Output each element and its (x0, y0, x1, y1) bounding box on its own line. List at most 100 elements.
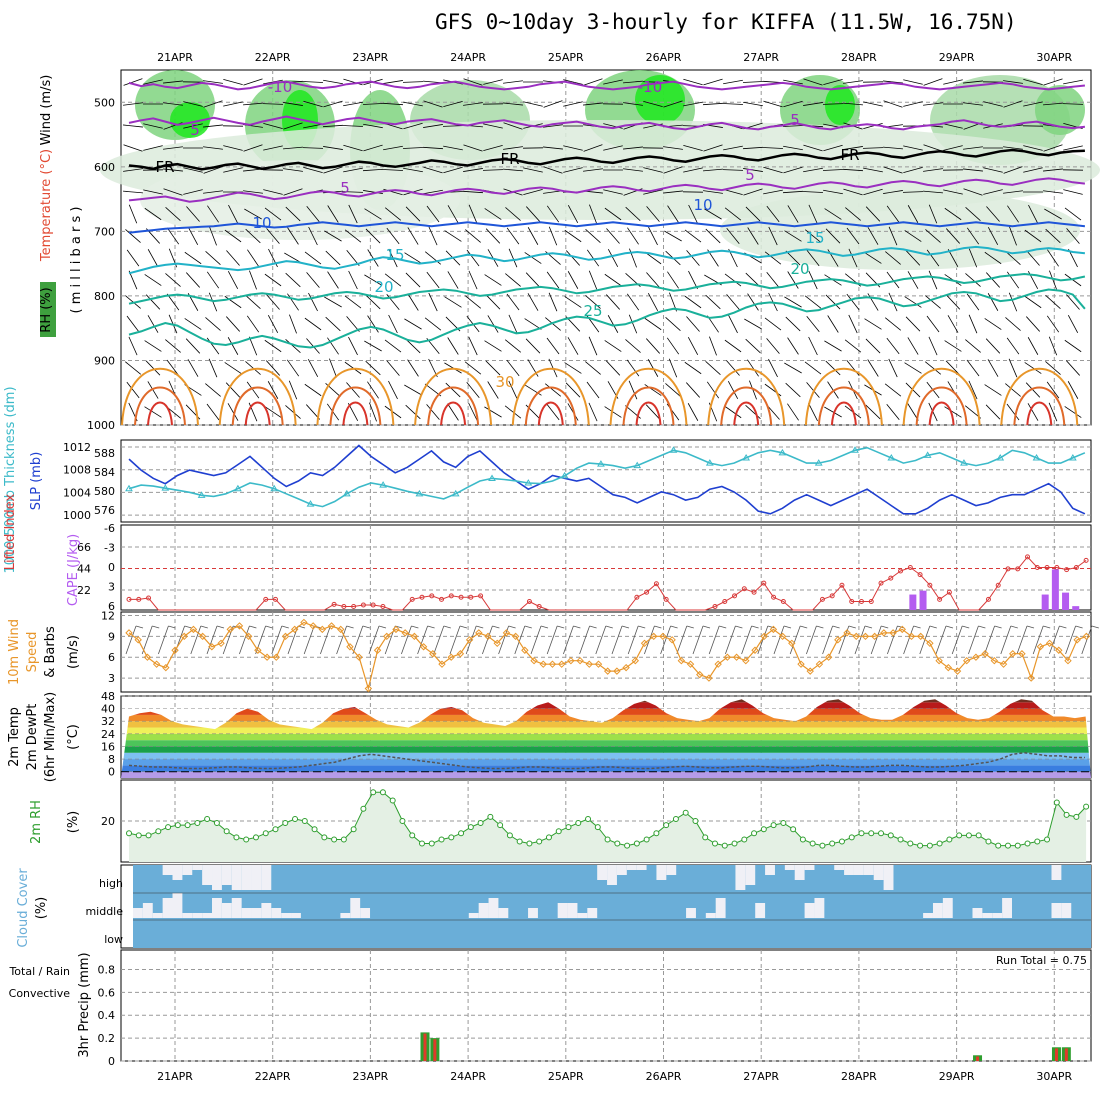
wind-barb (1027, 337, 1039, 355)
wind10-marker (208, 643, 216, 651)
rh-marker (428, 840, 435, 847)
wind10-marker (281, 632, 290, 641)
wind10-marker (843, 629, 851, 637)
wind-barb (322, 124, 344, 128)
slp-line (128, 444, 1086, 515)
temp-tick-label: 40 (101, 703, 115, 716)
lifted-index-marker (146, 595, 152, 601)
lifted-index-marker (712, 603, 718, 609)
wind-barb (443, 101, 463, 107)
wind-barb (742, 81, 764, 83)
cape-tick-label: 66 (77, 541, 91, 554)
rh-marker (790, 826, 797, 833)
wind-barb (249, 270, 257, 290)
wind-barb (166, 293, 180, 311)
wind-barb (763, 166, 783, 174)
wind-barb (863, 167, 883, 173)
rh-shade-region (720, 190, 1080, 270)
rh-marker (467, 824, 474, 831)
wind-barb (605, 360, 621, 376)
wind-barb (646, 206, 660, 222)
wind-barb (1003, 190, 1023, 194)
thickness-marker (488, 474, 496, 481)
lifted-index-marker (946, 589, 952, 595)
contour-label: 5 (340, 179, 350, 197)
wind-barb (843, 146, 863, 150)
wind-barb (722, 169, 744, 171)
wind10-barb (1000, 625, 1012, 655)
wind10-marker (346, 643, 354, 651)
wind-barb (1045, 361, 1061, 375)
wind-barb (567, 271, 579, 289)
wind-barb (688, 270, 698, 290)
wind10-barb (789, 625, 801, 655)
contour-label: 5 (190, 121, 200, 139)
wind-barb (928, 270, 938, 290)
wind10-barb (482, 625, 493, 655)
wind-barb (367, 249, 379, 267)
wind-barb (567, 204, 579, 224)
temp-unit-label: (°C) (66, 724, 81, 750)
wind-barb (123, 168, 143, 172)
wind-barb (945, 294, 961, 310)
temp-tick-label: 0 (108, 766, 115, 779)
wind-barb (506, 227, 520, 245)
lifted-index-marker (780, 599, 786, 604)
wind-barb (163, 80, 183, 84)
wind-barb (166, 227, 180, 245)
wind-barb (325, 316, 341, 332)
wind-barb (223, 101, 243, 107)
wind-barb (144, 406, 162, 418)
wind-barb (267, 314, 279, 334)
rh-marker (526, 840, 533, 847)
thickness-marker (1032, 453, 1041, 461)
wind-barb (145, 294, 161, 310)
wind-barb (966, 359, 980, 377)
wind10-marker (355, 653, 363, 661)
wind-barb (405, 338, 421, 354)
wind-barb (128, 204, 138, 224)
wind-barb (604, 207, 622, 221)
wind-barb (165, 207, 181, 221)
panel-slp (120, 439, 1092, 523)
wind-barb (245, 295, 261, 309)
temp-contour (128, 272, 1086, 305)
wind10-marker (272, 653, 280, 661)
wind-barb (484, 208, 502, 220)
wind-barb (644, 317, 662, 331)
precip-convective-bar (1054, 1048, 1058, 1061)
wind-barb (803, 144, 823, 152)
rh-shade-region (825, 85, 855, 125)
wind10-barb (546, 625, 558, 655)
wind-barb (623, 102, 643, 106)
temp-contour-40 (244, 401, 271, 426)
temp-contour-40 (928, 401, 955, 426)
lifted-index-marker (985, 596, 991, 602)
rh-marker (887, 832, 894, 839)
thickness-marker (451, 489, 460, 497)
wind10-barb-flag (200, 625, 208, 629)
wind10-barb-flag (800, 625, 808, 629)
rh-marker (418, 840, 425, 847)
wind-barb (925, 229, 941, 243)
wind-barb (527, 293, 539, 311)
rh-marker (194, 820, 201, 827)
wind-barb (504, 405, 522, 419)
wind-barb (1064, 207, 1082, 221)
wind10-barb (708, 625, 720, 655)
wind-barb (526, 206, 540, 222)
lifted-index-marker (819, 596, 825, 602)
lifted-index-marker (468, 594, 474, 600)
pressure-tick-label: 500 (94, 96, 115, 109)
wind-barb (523, 101, 543, 107)
wind10-barb-flag (654, 625, 662, 629)
wind-barb (885, 251, 901, 265)
wind10-marker (539, 660, 547, 668)
precip-convective-bar (1064, 1048, 1068, 1061)
wind10-marker (419, 643, 428, 651)
wind-barb (987, 226, 999, 246)
wind10-marker (1082, 632, 1091, 641)
temp-contour-40 (830, 401, 857, 426)
wind-barb (986, 272, 1000, 288)
